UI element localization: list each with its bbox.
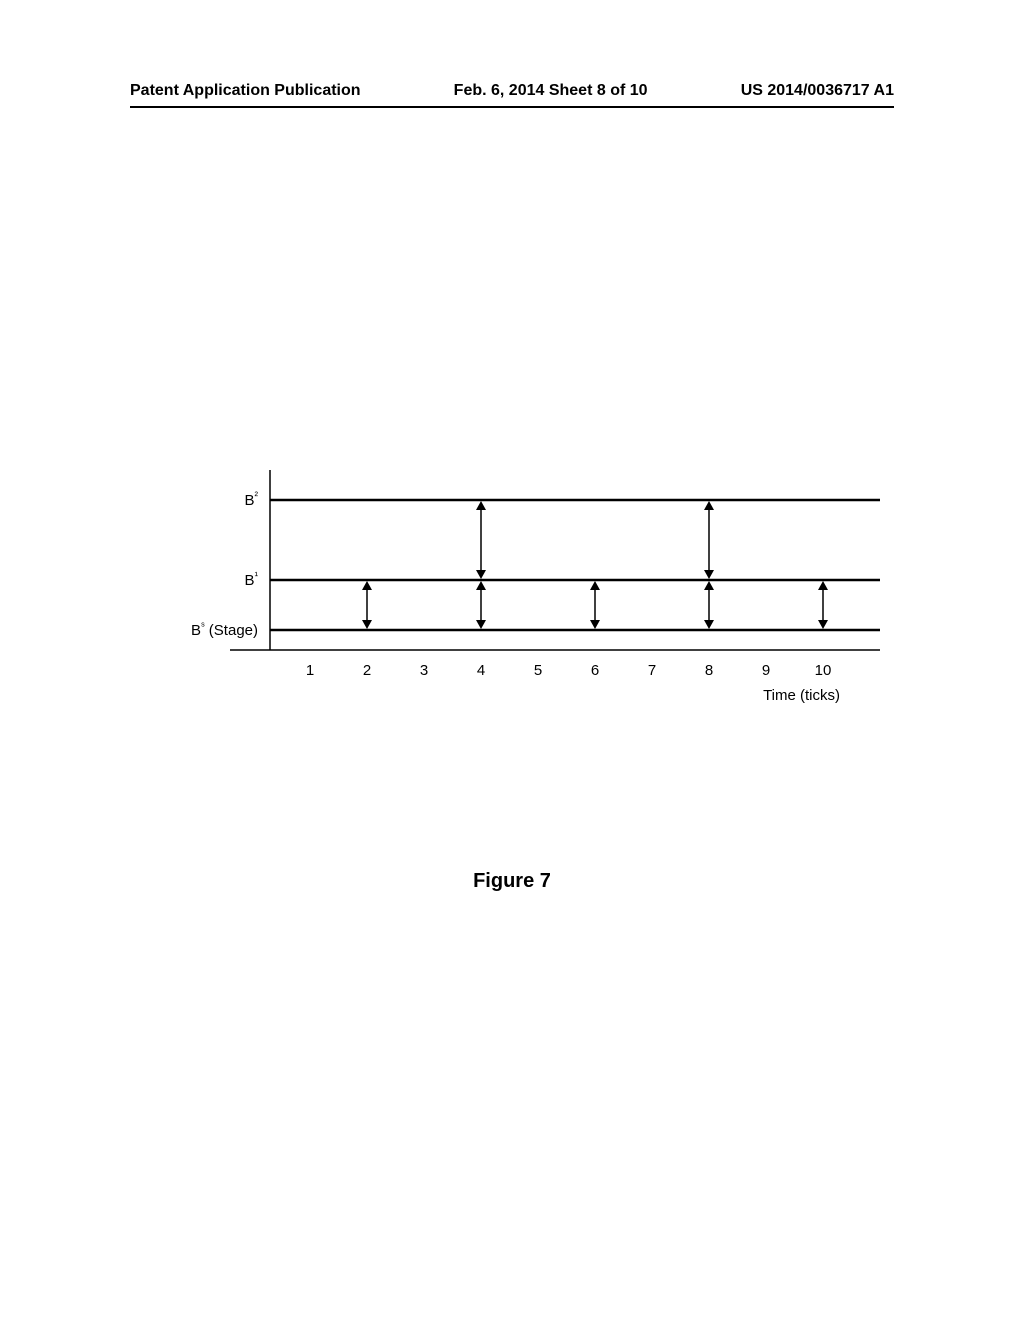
svg-text:7: 7	[648, 662, 656, 679]
svg-text:3: 3	[420, 662, 428, 679]
header-divider	[130, 106, 894, 108]
timing-diagram: B² B¹ Bˢ (Stage) 1 2 3 4 5 6 7 8 9 10 Time (ticks)	[130, 470, 890, 750]
svg-text:2: 2	[363, 662, 371, 679]
svg-text:6: 6	[591, 662, 599, 679]
diagram-svg: B² B¹ Bˢ (Stage) 1 2 3 4 5 6 7 8 9 10 Time (ticks)	[130, 470, 890, 750]
svg-text:Bˢ (Stage): Bˢ (Stage)	[191, 620, 258, 639]
svg-text:4: 4	[477, 662, 485, 679]
svg-text:B²: B²	[244, 490, 258, 509]
page-header: Patent Application Publication Feb. 6, 2…	[0, 82, 1024, 100]
figure-caption: Figure 7	[0, 870, 1024, 893]
svg-text:Time (ticks): Time (ticks)	[763, 687, 840, 704]
header-patent-number: US 2014/0036717 A1	[741, 82, 894, 100]
svg-text:9: 9	[762, 662, 770, 679]
svg-text:B¹: B¹	[244, 570, 258, 589]
header-publication: Patent Application Publication	[130, 82, 361, 100]
header-date-sheet: Feb. 6, 2014 Sheet 8 of 10	[454, 82, 648, 100]
svg-text:10: 10	[815, 662, 832, 679]
svg-text:8: 8	[705, 662, 713, 679]
svg-text:1: 1	[306, 662, 314, 679]
svg-text:5: 5	[534, 662, 542, 679]
